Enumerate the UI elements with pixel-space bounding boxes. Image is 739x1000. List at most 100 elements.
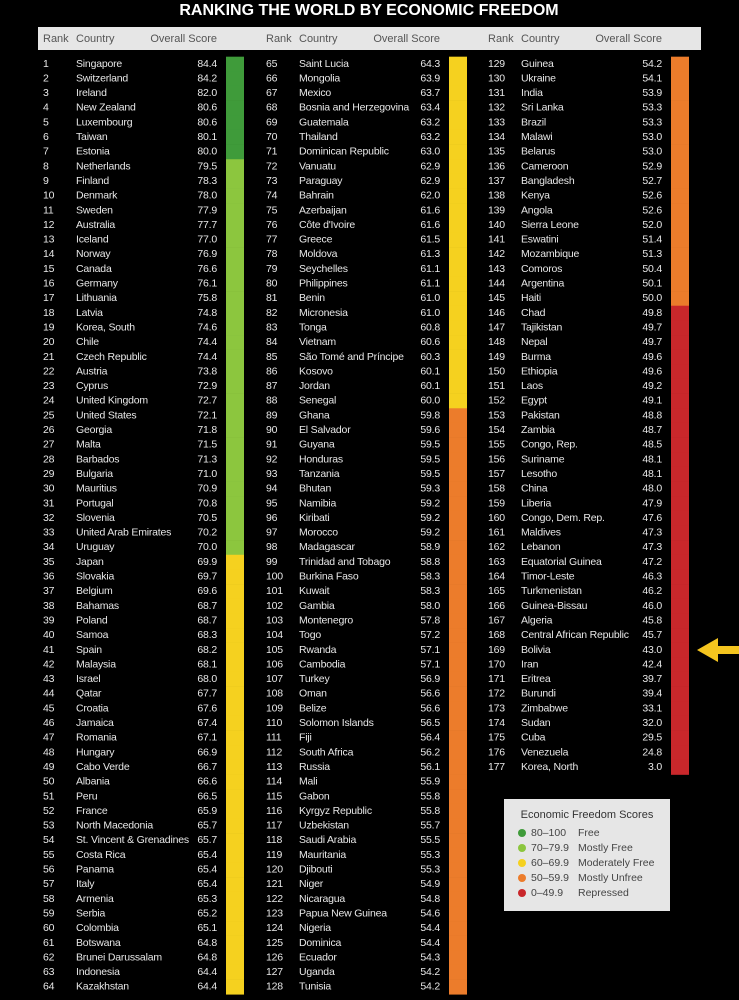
score: 71.8 [197,424,217,436]
score-band [226,847,244,863]
country: Korea, South [76,321,135,333]
rank: 44 [43,688,55,700]
country: Honduras [299,453,343,465]
rank: 35 [43,556,55,568]
score: 62.0 [420,190,440,202]
score: 53.3 [642,116,662,128]
rank: 155 [488,439,505,451]
country: Guinea [521,58,554,70]
country: Iceland [76,234,109,246]
country: Dominica [299,937,342,949]
country: Belize [299,702,327,714]
score-band [671,686,689,702]
country: Portugal [76,497,114,509]
score-band [671,320,689,336]
score-band [226,657,244,673]
score: 33.1 [642,702,662,714]
score-band [671,261,689,277]
score-band [671,745,689,761]
rank: 62 [43,951,55,963]
rank: 81 [266,292,278,304]
score: 51.3 [642,248,662,260]
country: Azerbaijan [299,204,347,216]
country: Switzerland [76,72,128,84]
rank: 138 [488,190,505,202]
rank: 112 [266,746,282,758]
rank: 172 [488,688,505,700]
rank: 147 [488,321,505,333]
country: Pakistan [521,409,560,421]
rank: 8 [43,160,49,172]
score-band [449,349,467,365]
country: Venezuela [521,746,569,758]
country: Burundi [521,688,556,700]
country: Sri Lanka [521,102,564,114]
score: 79.5 [197,160,217,172]
rank: 165 [488,585,505,597]
score-band [449,979,467,995]
country: South Africa [299,746,354,758]
rank: 101 [266,585,283,597]
score-band [671,496,689,512]
score: 54.1 [642,72,662,84]
country: Eswatini [521,234,559,246]
score-band [671,217,689,233]
score-band [449,774,467,790]
rank: 7 [43,146,49,158]
score: 50.0 [642,292,662,304]
score-band [671,481,689,497]
score: 71.0 [197,468,217,480]
score: 55.8 [420,805,440,817]
rank: 76 [266,219,278,231]
rank: 56 [43,864,55,876]
country: Sierra Leone [521,219,579,231]
country: Sudan [521,717,551,729]
rank: 93 [266,468,278,480]
arrow [697,638,739,662]
country: Paraguay [299,175,343,187]
header-rank: Rank [43,33,69,45]
score: 59.5 [420,468,440,480]
score: 46.0 [642,600,662,612]
country: Australia [76,219,115,231]
score: 65.9 [197,805,217,817]
rank: 87 [266,380,278,392]
rank: 136 [488,160,505,172]
score: 52.9 [642,160,662,172]
rank: 120 [266,864,283,876]
score-band [226,364,244,380]
country: Chile [76,336,99,348]
score: 48.5 [642,439,662,451]
country: Kuwait [299,585,330,597]
country: Cambodia [299,658,346,670]
score: 65.4 [197,849,217,861]
rank: 167 [488,614,505,626]
rank: 48 [43,746,55,758]
rank: 68 [266,102,278,114]
rank: 85 [266,351,278,363]
country: Indonesia [76,966,120,978]
score: 65.1 [197,922,217,934]
score-band [671,144,689,160]
score: 58.3 [420,571,440,583]
score: 48.1 [642,468,662,480]
country: Guatemala [299,116,349,128]
score-band [226,701,244,717]
legend-title: Economic Freedom Scores [521,809,654,821]
country: Romania [76,732,117,744]
rank: 22 [43,365,55,377]
country: Hungary [76,746,115,758]
country: Congo, Rep. [521,439,578,451]
score: 53.0 [642,146,662,158]
score: 54.2 [420,966,440,978]
score-band [671,584,689,600]
score: 70.9 [197,483,217,495]
rank: 124 [266,922,283,934]
score: 59.6 [420,424,440,436]
score-band [449,803,467,819]
score-band [671,613,689,629]
country: Spain [76,644,102,656]
score: 48.8 [642,409,662,421]
country: Armenia [76,893,114,905]
score-band [671,554,689,570]
